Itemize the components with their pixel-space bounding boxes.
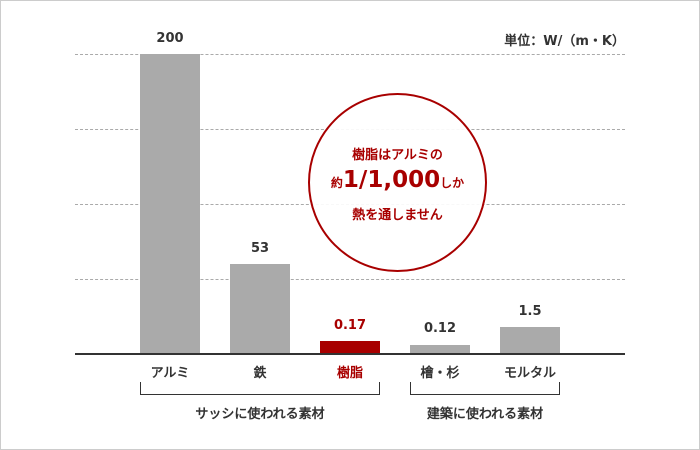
- callout-line2: 約1/1,000しか: [310, 167, 485, 193]
- value-label-aluminum: 200: [156, 31, 184, 46]
- bar-aluminum: [140, 54, 200, 354]
- bar-mortar: [500, 327, 560, 354]
- group-label-building: 建築に使われる素材: [426, 407, 544, 422]
- value-label-wood: 0.12: [423, 321, 457, 336]
- callout-suffix: しか: [440, 176, 465, 190]
- category-aluminum: アルミ: [150, 366, 190, 381]
- x-axis: [75, 353, 625, 355]
- bar-wood: [410, 345, 470, 354]
- gridline: [75, 279, 625, 280]
- gridline: [75, 54, 625, 55]
- callout-line1: 樹脂はアルミの: [352, 148, 443, 163]
- bar-resin: [320, 341, 380, 354]
- callout-ratio: 1/1,000: [342, 167, 441, 193]
- callout-circle: 樹脂はアルミの 約1/1,000しか 熱を通しません: [308, 93, 487, 272]
- category-wood: 檜・杉: [420, 366, 460, 381]
- group-bracket-building: [410, 382, 560, 395]
- group-label-sash: サッシに使われる素材: [195, 407, 325, 422]
- value-label-iron: 53: [250, 241, 270, 256]
- callout-prefix: 約: [330, 176, 343, 190]
- bar-iron: [230, 264, 290, 354]
- group-bracket-sash: [140, 382, 380, 395]
- category-mortar: モルタル: [503, 366, 556, 381]
- value-label-resin: 0.17: [333, 318, 367, 333]
- callout-line3: 熱を通しません: [352, 208, 443, 223]
- category-iron: 鉄: [253, 366, 267, 381]
- value-label-mortar: 1.5: [518, 304, 542, 319]
- category-resin: 樹脂: [336, 366, 363, 381]
- unit-label: 単位：W/（m・K）: [504, 34, 625, 49]
